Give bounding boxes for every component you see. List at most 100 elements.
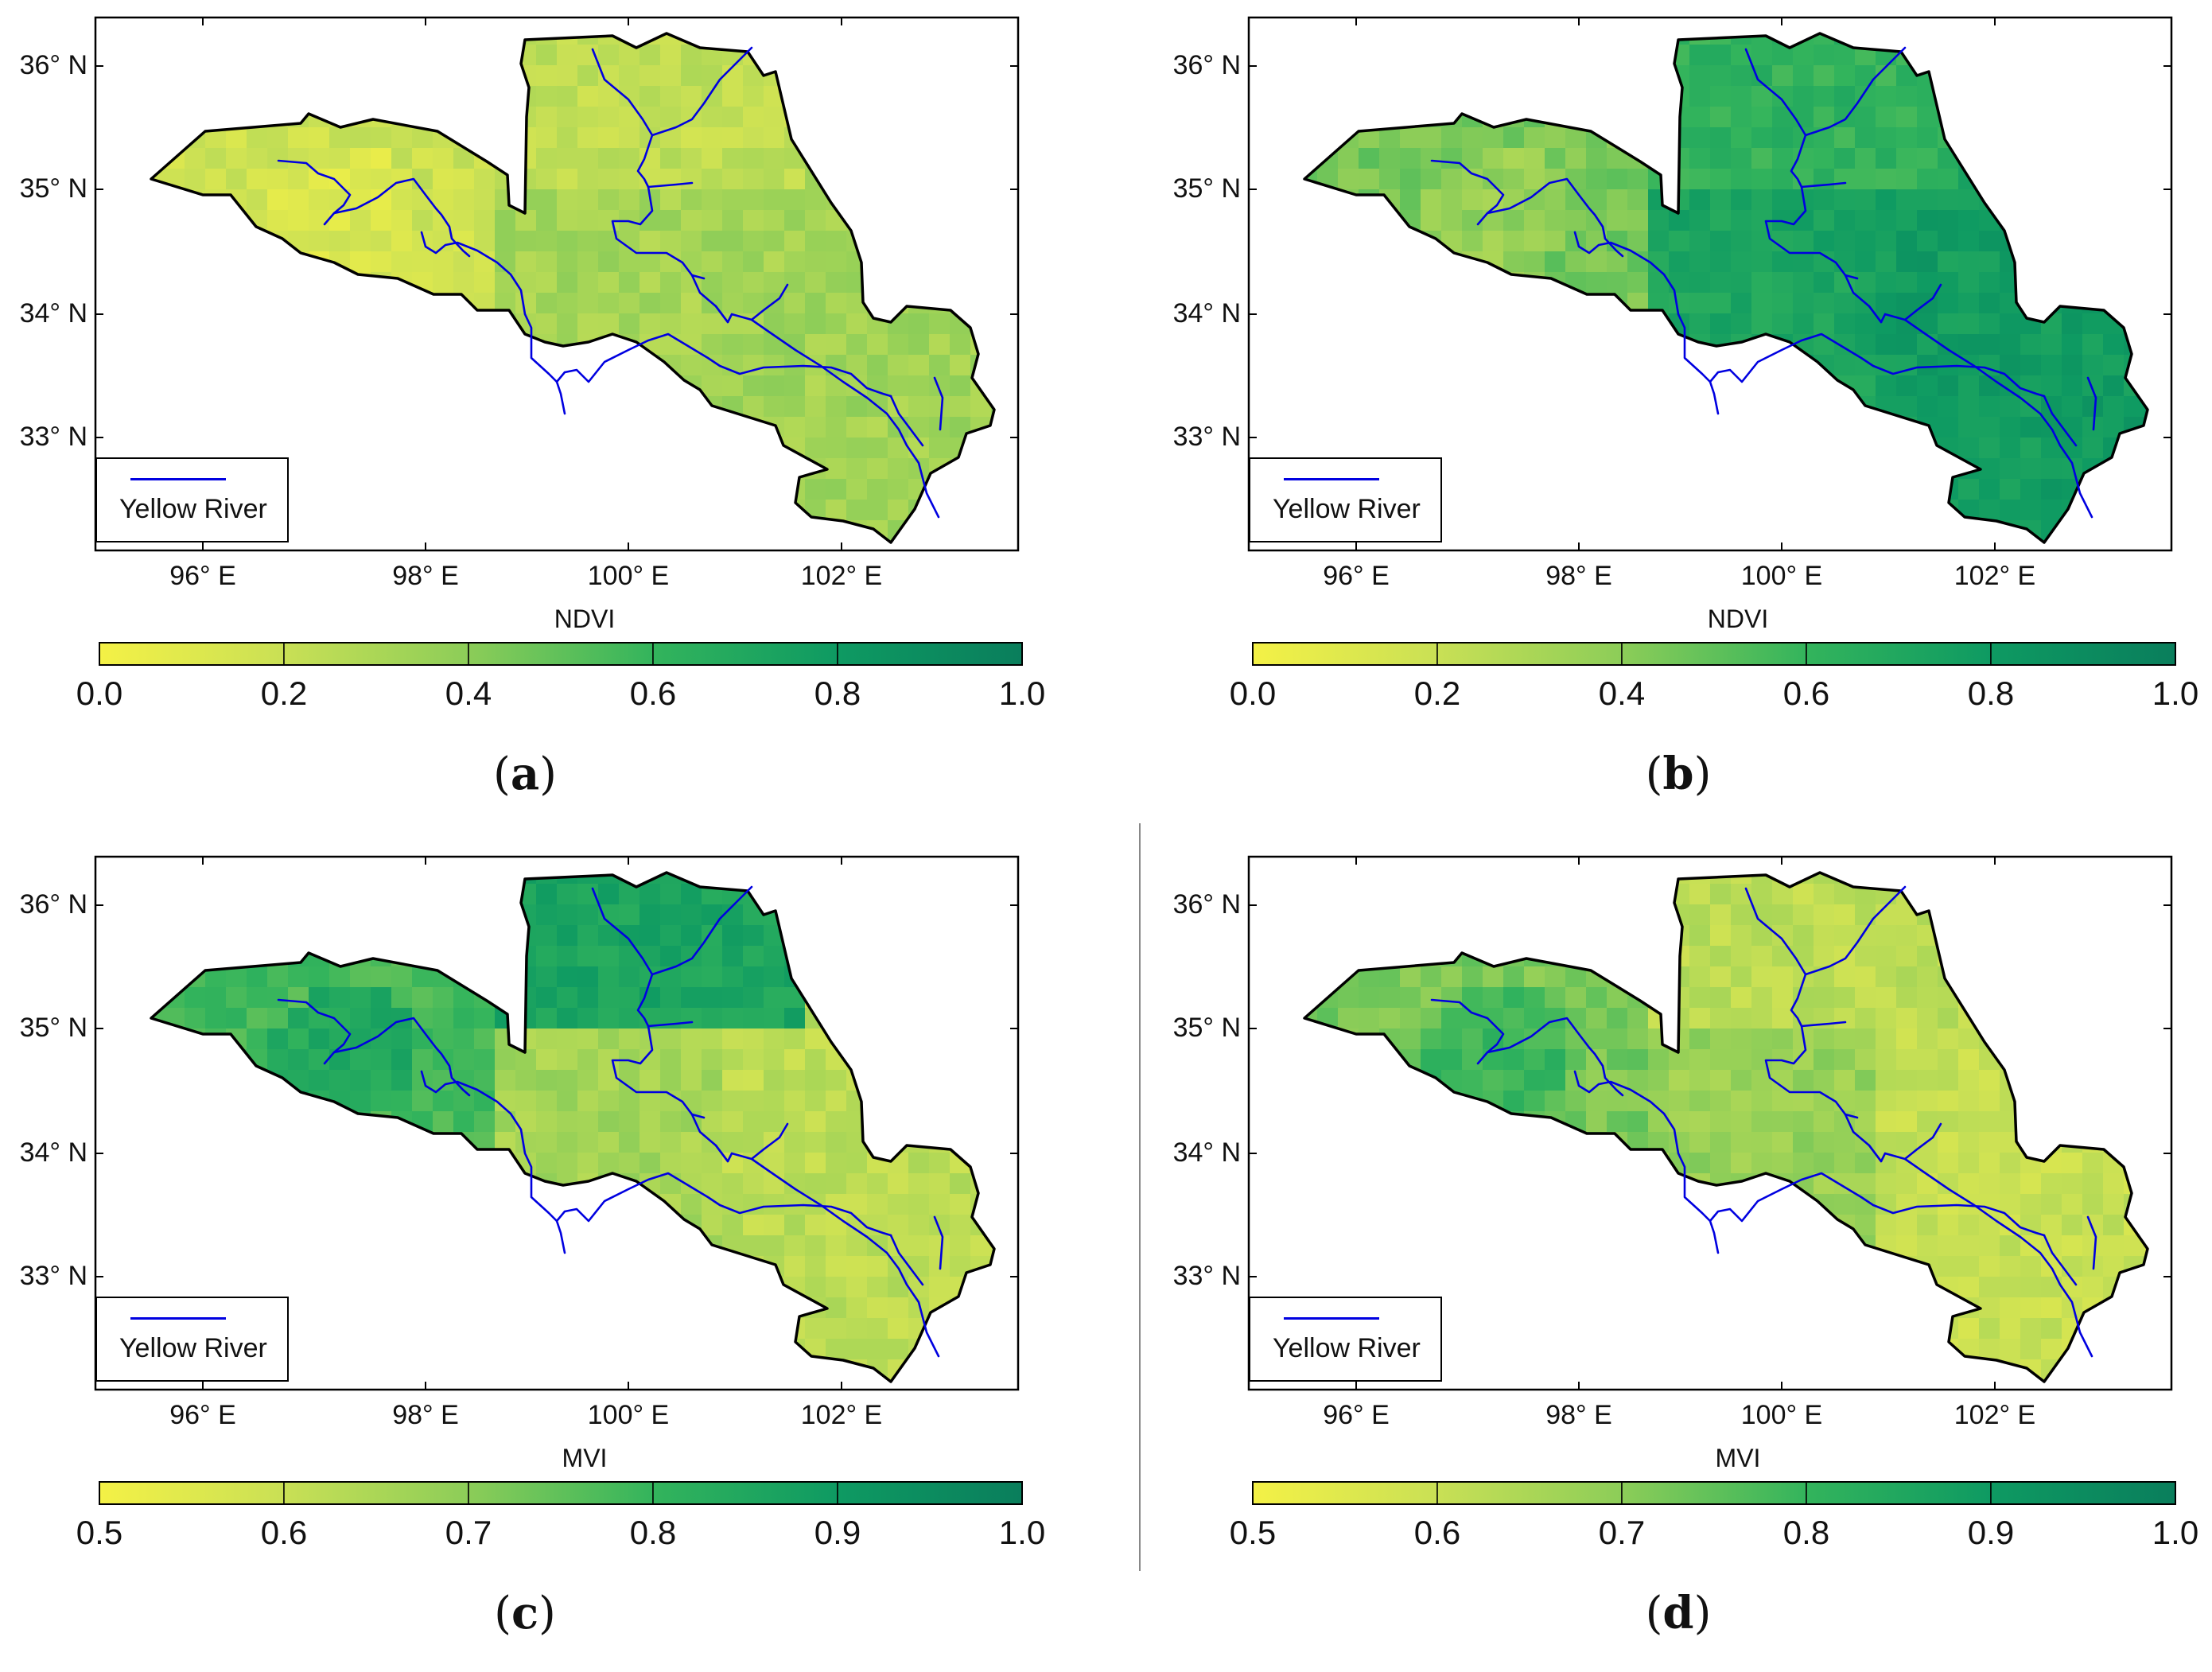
colorbar-segment: [1621, 642, 1807, 666]
map-panel-b: 36° N 35° N 34° N 33° N 96° E 98° E 100° E 102°…: [1153, 0, 2198, 800]
map-panel-c: 36° N 35° N 34° N 33° N 96° E 98° E 100° E 102°…: [0, 839, 1045, 1639]
river-segment: [1804, 46, 1907, 137]
legend-label: Yellow River: [119, 1333, 267, 1363]
colorbar-tick-label: 0.4: [1598, 675, 1646, 712]
river-legend-line: [1284, 1317, 1379, 1320]
longitude-label: 98° E: [1545, 561, 1612, 591]
longitude-label: 98° E: [392, 561, 459, 591]
latitude-label: 34° N: [19, 298, 87, 329]
river-segment: [420, 1070, 892, 1237]
colorbar-segment: [1252, 642, 1438, 666]
colorbar-tick-label: 0.6: [1782, 675, 1830, 712]
panel-letter: a: [510, 748, 540, 800]
river-segment: [1744, 887, 2093, 1358]
map-panel-d: 36° N 35° N 34° N 33° N 96° E 98° E 100° E 102°…: [1153, 839, 2198, 1639]
colorbar-tick-label: 0.8: [1782, 1514, 1830, 1551]
colorbar-tick-label: 0.8: [814, 675, 861, 712]
legend-label: Yellow River: [1273, 1333, 1421, 1363]
panel-caption: (d): [1645, 1587, 1712, 1639]
map-figure: [94, 16, 1023, 666]
river-segment: [1573, 1070, 2046, 1237]
panel-caption: (a): [492, 748, 557, 800]
longitude-label: 102° E: [1953, 1400, 2036, 1430]
colorbar-segment: [99, 642, 285, 666]
colorbar-tick-label: 1.0: [2152, 675, 2199, 712]
colorbar-tick-label: 0.0: [76, 675, 123, 712]
latitude-label: 36° N: [1172, 889, 1241, 920]
river-segment: [750, 283, 789, 321]
river-segment: [651, 885, 753, 976]
river-segment: [647, 181, 694, 189]
panel-divider: [1139, 823, 1141, 1571]
colorbar-tick-label: 0.8: [1967, 675, 2015, 712]
colorbar-tick-label: 0.8: [629, 1514, 677, 1551]
colorbar-tick-label: 0.6: [1413, 1514, 1461, 1551]
latitude-label: 34° N: [19, 1137, 87, 1168]
yellow-river-network: [1430, 46, 2097, 519]
river-segment: [1868, 305, 1883, 324]
colorbar-segment: [837, 642, 1023, 666]
river-segment: [1709, 380, 1720, 415]
river-segment: [591, 887, 940, 1358]
basin-boundary: [150, 32, 996, 544]
colorbar-tick-label: 0.9: [1967, 1514, 2015, 1551]
river-segment: [1573, 231, 2046, 398]
yellow-river-network: [277, 885, 944, 1358]
river-segment: [714, 1144, 729, 1163]
river-segment: [750, 1122, 789, 1161]
panel-caption: (c): [494, 1587, 556, 1639]
longitude-label: 96° E: [169, 1400, 236, 1430]
river-segment: [2086, 376, 2097, 431]
map-legend: Yellow River: [95, 457, 289, 542]
river-segment: [647, 1021, 694, 1028]
colorbar-title: MVI: [562, 1444, 608, 1472]
colorbar-tick-label: 0.2: [1413, 675, 1461, 712]
longitude-label: 98° E: [1545, 1400, 1612, 1430]
river-segment: [332, 177, 471, 258]
river-legend-line: [130, 1317, 226, 1320]
colorbar-segment: [1806, 1481, 1992, 1505]
river-segment: [889, 1234, 924, 1286]
colorbar-segment: [283, 642, 469, 666]
basin-boundary: [150, 871, 996, 1383]
colorbar-title: NDVI: [554, 605, 616, 633]
map-figure: [1247, 16, 2176, 666]
yellow-river-network: [1430, 885, 2097, 1358]
panel-caption: (b): [1645, 748, 1712, 800]
basin-boundary: [1303, 32, 2149, 544]
colorbar-tick-label: 1.0: [998, 675, 1046, 712]
colorbar-tick-label: 0.4: [445, 675, 492, 712]
river-segment: [933, 376, 944, 431]
river-segment: [714, 305, 729, 324]
colorbar-segment: [837, 1481, 1023, 1505]
colorbar-segment: [652, 642, 838, 666]
colorbar-title: MVI: [1715, 1444, 1761, 1472]
map-legend: Yellow River: [1249, 1297, 1442, 1382]
colorbar-segment: [1436, 642, 1623, 666]
river-segment: [2086, 1215, 2097, 1270]
colorbar-tick-label: 1.0: [998, 1514, 1046, 1551]
river-segment: [1744, 48, 2093, 519]
panel-letter: c: [511, 1587, 539, 1639]
river-segment: [933, 1215, 944, 1270]
colorbar-segment: [99, 1481, 285, 1505]
river-segment: [1800, 1021, 1847, 1028]
yellow-river-network: [277, 46, 944, 519]
longitude-label: 100° E: [1740, 1400, 1823, 1430]
longitude-label: 100° E: [587, 561, 670, 591]
colorbar-tick-label: 0.2: [260, 675, 308, 712]
map-legend: Yellow River: [1249, 457, 1442, 542]
longitude-label: 100° E: [1740, 561, 1823, 591]
river-segment: [555, 1219, 566, 1254]
river-segment: [1804, 885, 1907, 976]
river-segment: [651, 46, 753, 137]
colorbar-segment: [468, 1481, 654, 1505]
colorbar-tick-label: 0.0: [1229, 675, 1277, 712]
river-segment: [1800, 181, 1847, 189]
colorbar-tick-label: 0.6: [260, 1514, 308, 1551]
longitude-label: 100° E: [587, 1400, 670, 1430]
longitude-label: 96° E: [169, 561, 236, 591]
river-legend-line: [1284, 478, 1379, 480]
longitude-label: 102° E: [800, 1400, 883, 1430]
latitude-label: 33° N: [1172, 1261, 1241, 1291]
